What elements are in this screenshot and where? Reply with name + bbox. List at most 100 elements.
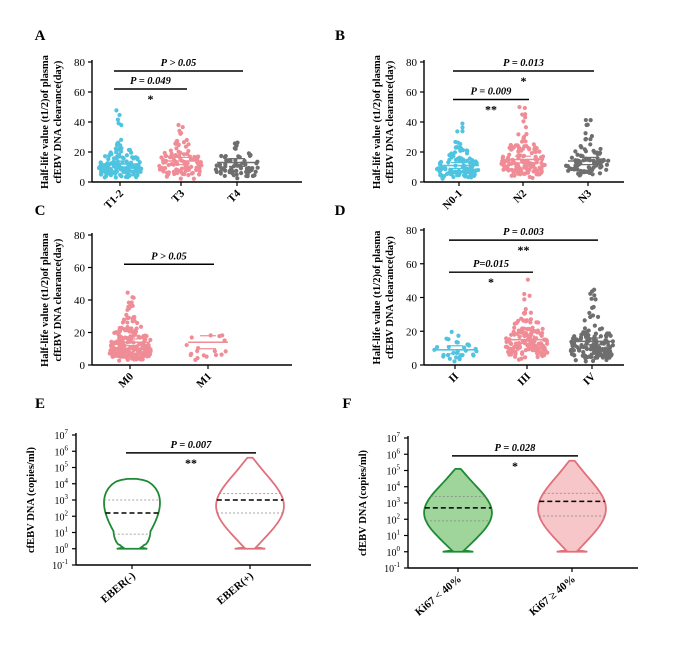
data-point — [472, 173, 477, 179]
y-axis-label: cfEBV DNA clearance(day) — [53, 238, 64, 361]
data-point — [593, 297, 598, 302]
data-point — [181, 152, 187, 157]
y-tick-label: 106 — [55, 444, 69, 458]
data-point — [521, 119, 526, 124]
y-tick-base: 10 — [55, 431, 65, 442]
y-tick-label: 104 — [387, 480, 401, 494]
data-point — [173, 141, 178, 146]
violin-body — [103, 477, 161, 550]
data-point — [537, 149, 542, 154]
data-point — [460, 129, 465, 134]
data-point — [522, 326, 527, 331]
y-tick-base: 10 — [387, 548, 397, 559]
data-point — [166, 162, 171, 168]
y-axis-label: cfEBV DNA (copies/ml) — [358, 450, 369, 556]
p-value-label: P > 0.05 — [151, 251, 187, 262]
y-tick-label: 80 — [406, 57, 418, 69]
data-point — [438, 172, 444, 177]
y-tick-base: 10 — [387, 483, 397, 494]
data-point — [591, 165, 596, 170]
data-point — [528, 320, 533, 325]
data-point — [448, 171, 453, 176]
data-point — [176, 122, 181, 128]
series-2 — [563, 117, 611, 178]
data-point — [113, 146, 118, 151]
y-tick-label: 60 — [74, 263, 86, 275]
data-point — [507, 351, 513, 356]
data-point — [121, 317, 127, 322]
data-point — [517, 104, 522, 110]
data-point — [176, 143, 181, 148]
data-point — [186, 167, 191, 172]
data-point — [509, 332, 514, 337]
y-tick-base: 10 — [55, 496, 65, 507]
data-point — [178, 176, 183, 181]
y-tick-base: 10 — [55, 529, 65, 540]
data-point — [134, 346, 140, 352]
data-point — [530, 347, 535, 353]
data-point — [117, 329, 123, 334]
data-point — [607, 345, 612, 350]
data-point — [455, 140, 460, 145]
data-point — [507, 161, 512, 167]
series-0 — [434, 121, 481, 181]
data-point — [434, 345, 440, 350]
y-tick-exponent: 5 — [397, 464, 401, 472]
x-tick-label: T4 — [226, 187, 244, 205]
data-point — [117, 112, 122, 118]
p-value-label: P = 0.003 — [503, 227, 544, 238]
data-point — [467, 160, 473, 166]
p-value-label: P = 0.049 — [130, 76, 172, 87]
data-point — [244, 169, 249, 174]
y-tick-exponent: 7 — [397, 431, 401, 439]
data-point — [579, 169, 584, 174]
data-point — [588, 137, 593, 142]
data-point — [575, 163, 580, 168]
data-point — [509, 167, 515, 173]
data-point — [578, 143, 583, 149]
data-point — [600, 355, 605, 360]
x-tick-label: T1-2 — [102, 187, 126, 211]
y-tick-label: 107 — [387, 431, 401, 445]
data-point — [584, 330, 589, 335]
y-tick-label: 105 — [55, 461, 69, 475]
data-point — [610, 343, 615, 348]
data-point — [571, 348, 577, 353]
data-point — [116, 121, 121, 126]
data-point — [591, 336, 596, 341]
data-point — [452, 359, 457, 364]
data-point — [125, 290, 130, 295]
data-point — [522, 291, 527, 297]
y-tick-base: 10 — [55, 512, 65, 523]
data-point — [247, 169, 252, 174]
data-point — [140, 345, 145, 350]
data-point — [523, 115, 528, 120]
data-point — [597, 327, 603, 332]
y-tick-label: 20 — [406, 326, 418, 338]
data-point — [132, 357, 137, 362]
data-point — [126, 300, 131, 305]
x-tick-label: EBER(-) — [99, 570, 138, 606]
data-point — [224, 158, 229, 163]
data-point — [449, 329, 454, 334]
series-1 — [499, 104, 547, 180]
data-point — [234, 143, 239, 148]
data-point — [574, 337, 579, 342]
data-point — [121, 348, 126, 353]
data-point — [438, 159, 444, 165]
data-point — [185, 151, 190, 157]
y-tick-exponent: 1 — [65, 526, 69, 534]
y-axis-label: cfEBV DNA clearance(day) — [385, 60, 396, 183]
data-point — [453, 145, 459, 150]
data-point — [598, 334, 603, 339]
data-point — [452, 150, 458, 155]
data-point — [532, 343, 538, 348]
data-point — [460, 125, 465, 130]
data-point — [117, 147, 122, 152]
data-point — [588, 291, 593, 296]
y-tick-label: 40 — [74, 117, 86, 129]
data-point — [512, 332, 517, 337]
data-point — [592, 350, 597, 355]
data-point — [519, 148, 524, 153]
data-point — [447, 153, 452, 158]
